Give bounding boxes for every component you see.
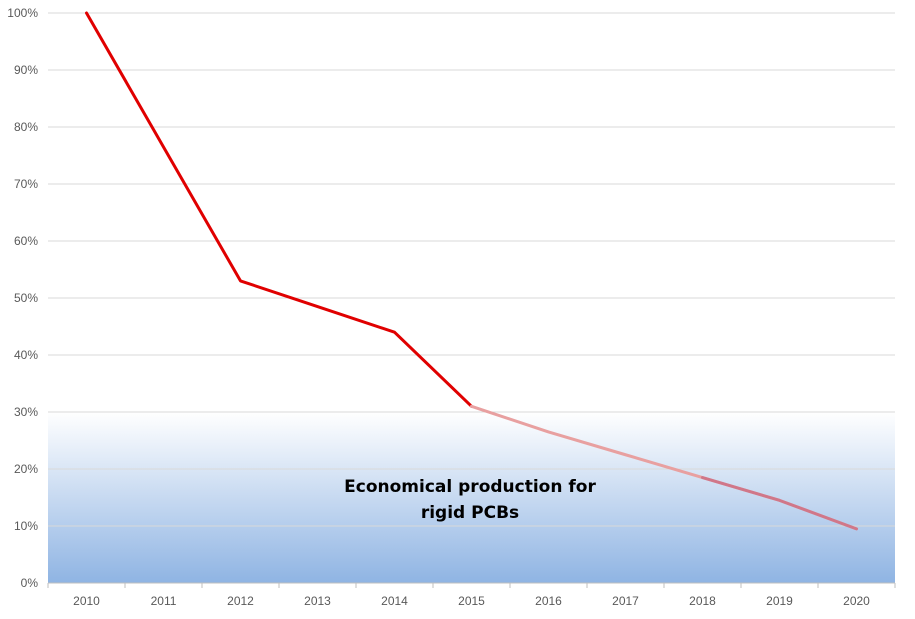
x-tick-label: 2017 [612, 594, 639, 608]
y-tick-label: 10% [14, 519, 38, 533]
y-tick-label: 50% [14, 291, 38, 305]
x-tick-label: 2011 [151, 594, 177, 608]
x-tick-label: 2012 [227, 594, 254, 608]
x-tick-label: 2020 [843, 594, 870, 608]
gridlines [48, 12, 895, 584]
y-tick-label: 30% [14, 405, 38, 419]
economical-region [48, 412, 895, 583]
annotation-line-2: rigid PCBs [420, 503, 520, 523]
x-tick-label: 2019 [766, 594, 793, 608]
x-tick-label: 2018 [689, 594, 716, 608]
x-tick-label: 2016 [535, 594, 562, 608]
series-lines [85, 11, 858, 531]
y-tick-label: 100% [7, 6, 38, 20]
annotation-line-1: Economical production for [344, 477, 596, 497]
series-projection-tail [701, 476, 858, 531]
y-tick-label: 0% [21, 576, 39, 590]
x-axis: 2010 2011 2012 2013 2014 2015 2016 2017 2018 2019… [47, 583, 896, 608]
x-tick-label: 2013 [304, 594, 331, 608]
y-tick-label: 70% [14, 177, 38, 191]
economical-production-annotation: Economical production for rigid PCBs [300, 474, 640, 526]
x-tick-label: 2014 [381, 594, 408, 608]
y-axis: 0% 10% 20% 30% 40% 50% 60% 70% 80% 90% 100% [7, 6, 38, 590]
x-tick-label: 2010 [73, 594, 100, 608]
series-line [85, 11, 473, 408]
y-tick-label: 40% [14, 348, 38, 362]
y-tick-label: 80% [14, 120, 38, 134]
x-tick-label: 2015 [458, 594, 485, 608]
y-tick-label: 60% [14, 234, 38, 248]
y-tick-label: 20% [14, 462, 38, 476]
y-tick-label: 90% [14, 63, 38, 77]
